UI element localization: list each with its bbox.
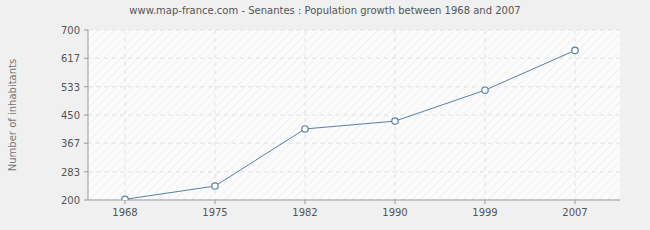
y-grid-line: [88, 171, 620, 172]
y-axis-label: Number of inhabitants: [7, 59, 18, 171]
x-tick-label: 1982: [292, 207, 317, 218]
x-tick-label: 1999: [472, 207, 497, 218]
x-tick-label: 1968: [112, 207, 137, 218]
x-grid-line: [575, 30, 576, 200]
data-group: [122, 47, 578, 200]
y-tick: [84, 143, 88, 144]
plot-area: [88, 30, 620, 200]
y-tick-label: 700: [61, 25, 80, 36]
data-point: [302, 126, 308, 132]
x-grid-line: [215, 30, 216, 200]
y-tick-label: 450: [61, 110, 80, 121]
x-axis: [88, 200, 620, 201]
x-tick: [395, 200, 396, 204]
y-grid-line: [88, 200, 620, 201]
data-point: [122, 196, 128, 200]
x-tick: [125, 200, 126, 204]
y-grid-line: [88, 143, 620, 144]
y-tick: [84, 200, 88, 201]
chart-container: 200 283 367 450 533 617 700 1968 1975 1982 1990 199…: [0, 0, 650, 230]
background: [0, 0, 650, 230]
y-grid-line: [88, 30, 620, 31]
chart-title: www.map-france.com - Senantes : Populati…: [129, 5, 520, 16]
y-tick: [84, 115, 88, 116]
data-point: [572, 47, 578, 53]
data-line: [125, 50, 575, 199]
x-grid-line: [485, 30, 486, 200]
x-grid-line: [125, 30, 126, 200]
x-tick-label: 1990: [382, 207, 407, 218]
y-tick-label: 533: [61, 82, 80, 93]
y-grid-line: [88, 115, 620, 116]
y-tick: [84, 58, 88, 59]
x-tick-label: 2007: [562, 207, 587, 218]
x-tick: [305, 200, 306, 204]
x-grid-line: [395, 30, 396, 200]
data-point: [212, 183, 218, 189]
y-tick-label: 283: [61, 167, 80, 178]
y-tick: [84, 171, 88, 172]
x-tick: [215, 200, 216, 204]
y-grid-line: [88, 86, 620, 87]
chart-svg: 200 283 367 450 533 617 700 1968 1975 1982 1990 199…: [0, 0, 650, 230]
y-tick-label: 617: [61, 53, 80, 64]
y-tick: [84, 30, 88, 31]
y-tick-label: 367: [61, 138, 80, 149]
x-tick: [575, 200, 576, 204]
x-tick: [485, 200, 486, 204]
y-axis: [88, 30, 89, 200]
x-grid-line: [305, 30, 306, 200]
y-grid-line: [88, 58, 620, 59]
data-point: [392, 118, 398, 124]
y-tick-label: 200: [61, 195, 80, 206]
y-tick: [84, 86, 88, 87]
data-point: [482, 87, 488, 93]
x-tick-label: 1975: [202, 207, 227, 218]
